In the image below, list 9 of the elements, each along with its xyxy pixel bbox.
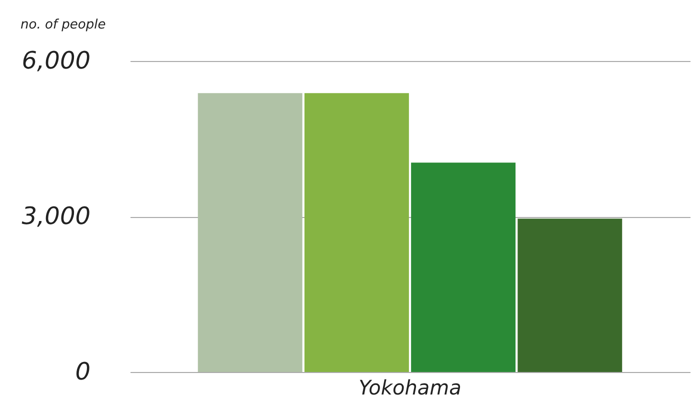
- bar: [518, 218, 622, 372]
- x-tick-label: Yokohama: [358, 376, 462, 400]
- bar: [198, 93, 302, 372]
- y-tick-label: 6,000: [22, 46, 90, 74]
- y-tick-label: 3,000: [22, 202, 90, 230]
- y-axis-title: no. of people: [20, 18, 106, 32]
- y-tick-label: 0: [75, 358, 90, 386]
- bar: [411, 162, 516, 372]
- bar: [304, 93, 409, 372]
